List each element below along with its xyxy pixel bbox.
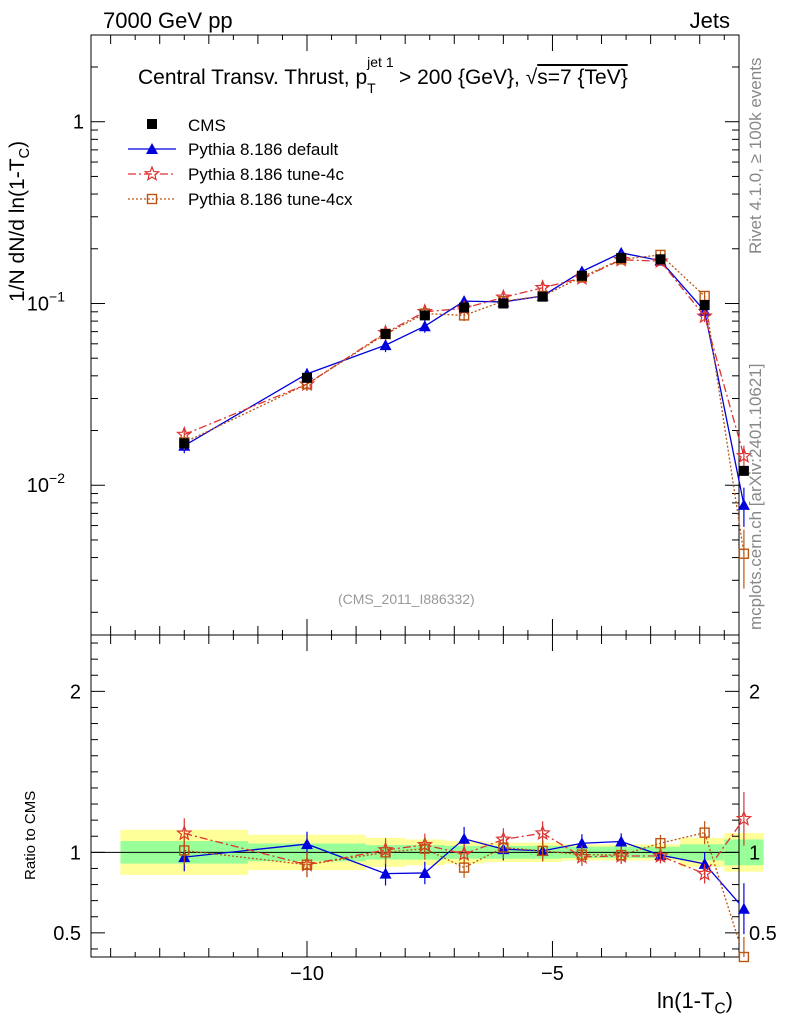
series-0-ratio-point [698,857,711,869]
series-1-point [735,447,753,463]
series-2-ratio-point [537,845,548,857]
series-2-ratio-point [576,849,588,860]
series-1-ratio-point [696,865,713,881]
series-2-ratio-point [179,845,190,856]
series-0-point [418,320,431,332]
ratio-plot-frame [90,634,740,958]
cms-data-point [537,291,548,302]
mcplots-label: mcplots.cern.ch [arXiv:2401.10621] [746,363,765,630]
legend-label-cms: CMS [188,116,226,135]
legend-marker-cms [147,119,157,129]
series-1-ratio-point [652,847,669,864]
cms-data-point [459,302,470,313]
cms-data-point [380,328,391,339]
series-0-ratio-point [301,838,313,850]
legend-marker-1 [143,165,161,182]
cms-data-point [576,270,587,281]
legend-label-0: Pythia 8.186 default [188,140,339,159]
ratio-y-tick-label-right: 1 [749,842,760,864]
series-0-ratio-line [184,838,739,905]
header-right: Jets [689,8,730,33]
series-0-ratio-point [615,835,628,847]
ratio-y-tick-label: 0.5 [53,923,81,945]
series-2-ratio-point [615,849,627,861]
series-0-ratio-point [418,866,431,878]
series-1-ratio-line [184,824,739,875]
series-1-line [184,259,745,457]
legend-marker-0 [146,143,158,154]
cms-data-point [616,252,627,263]
series-2-ratio-point [458,862,470,873]
cms-data-point [498,298,509,309]
series-2-ratio-point [699,827,710,838]
ratio-y-axis-label: Ratio to CMS [22,790,39,880]
series-2-ratio-point [301,859,313,870]
cms-data-point [179,438,190,449]
header-left: 7000 GeV pp [103,8,233,33]
series-1-ratio-point [534,824,551,841]
series-0-ratio-point [379,867,392,879]
y-tick-label: 1 [73,112,84,134]
ratio-y-tick-label: 1 [70,842,81,864]
series-0-ratio-point [458,832,471,844]
y-tick-label: 10−2 [27,470,65,497]
ratio-y-tick-label-right: 0.5 [749,923,777,945]
cms-data-point [419,310,430,321]
x-tick-label: −10 [290,963,324,985]
series-2-ratio-point [738,951,750,963]
legend-marker-2 [146,193,158,205]
series-2-point [738,548,750,559]
ratio-y-tick-label: 2 [70,681,81,703]
cms-data-point [302,372,312,383]
series-2-line [183,254,745,554]
analysis-id: (CMS_2011_I886332) [338,591,475,607]
series-0-ratio-point [575,837,588,849]
series-0-line [183,252,745,505]
series-1-point [696,307,713,324]
legend-label-1: Pythia 8.186 tune-4c [188,165,344,184]
series-1-ratio-point [735,810,753,826]
series-0-point [737,498,750,510]
series-2-ratio-point [655,837,666,849]
ratio-y-tick-label-right: 2 [749,681,760,703]
y-axis-label: 1/N dN/d ln(1-TC) [6,140,34,302]
cms-data-point [699,300,710,311]
x-axis-label: ln(1-TC) [657,988,733,1018]
cms-data-point [738,465,749,476]
rivet-label: Rivet 4.1.0, ≥ 100k events [746,57,765,254]
series-2-ratio-point [380,847,391,858]
series-2-ratio-line [184,831,739,944]
cms-data-point [655,254,666,265]
legend-label-2: Pythia 8.186 tune-4cx [188,190,353,209]
series-1-ratio-point [455,845,473,862]
series-2-ratio-point [419,843,431,854]
series-0-point [379,339,392,351]
series-2-ratio-point [498,842,509,853]
series-0-ratio-point [737,902,750,914]
x-tick-label: −5 [541,963,564,985]
